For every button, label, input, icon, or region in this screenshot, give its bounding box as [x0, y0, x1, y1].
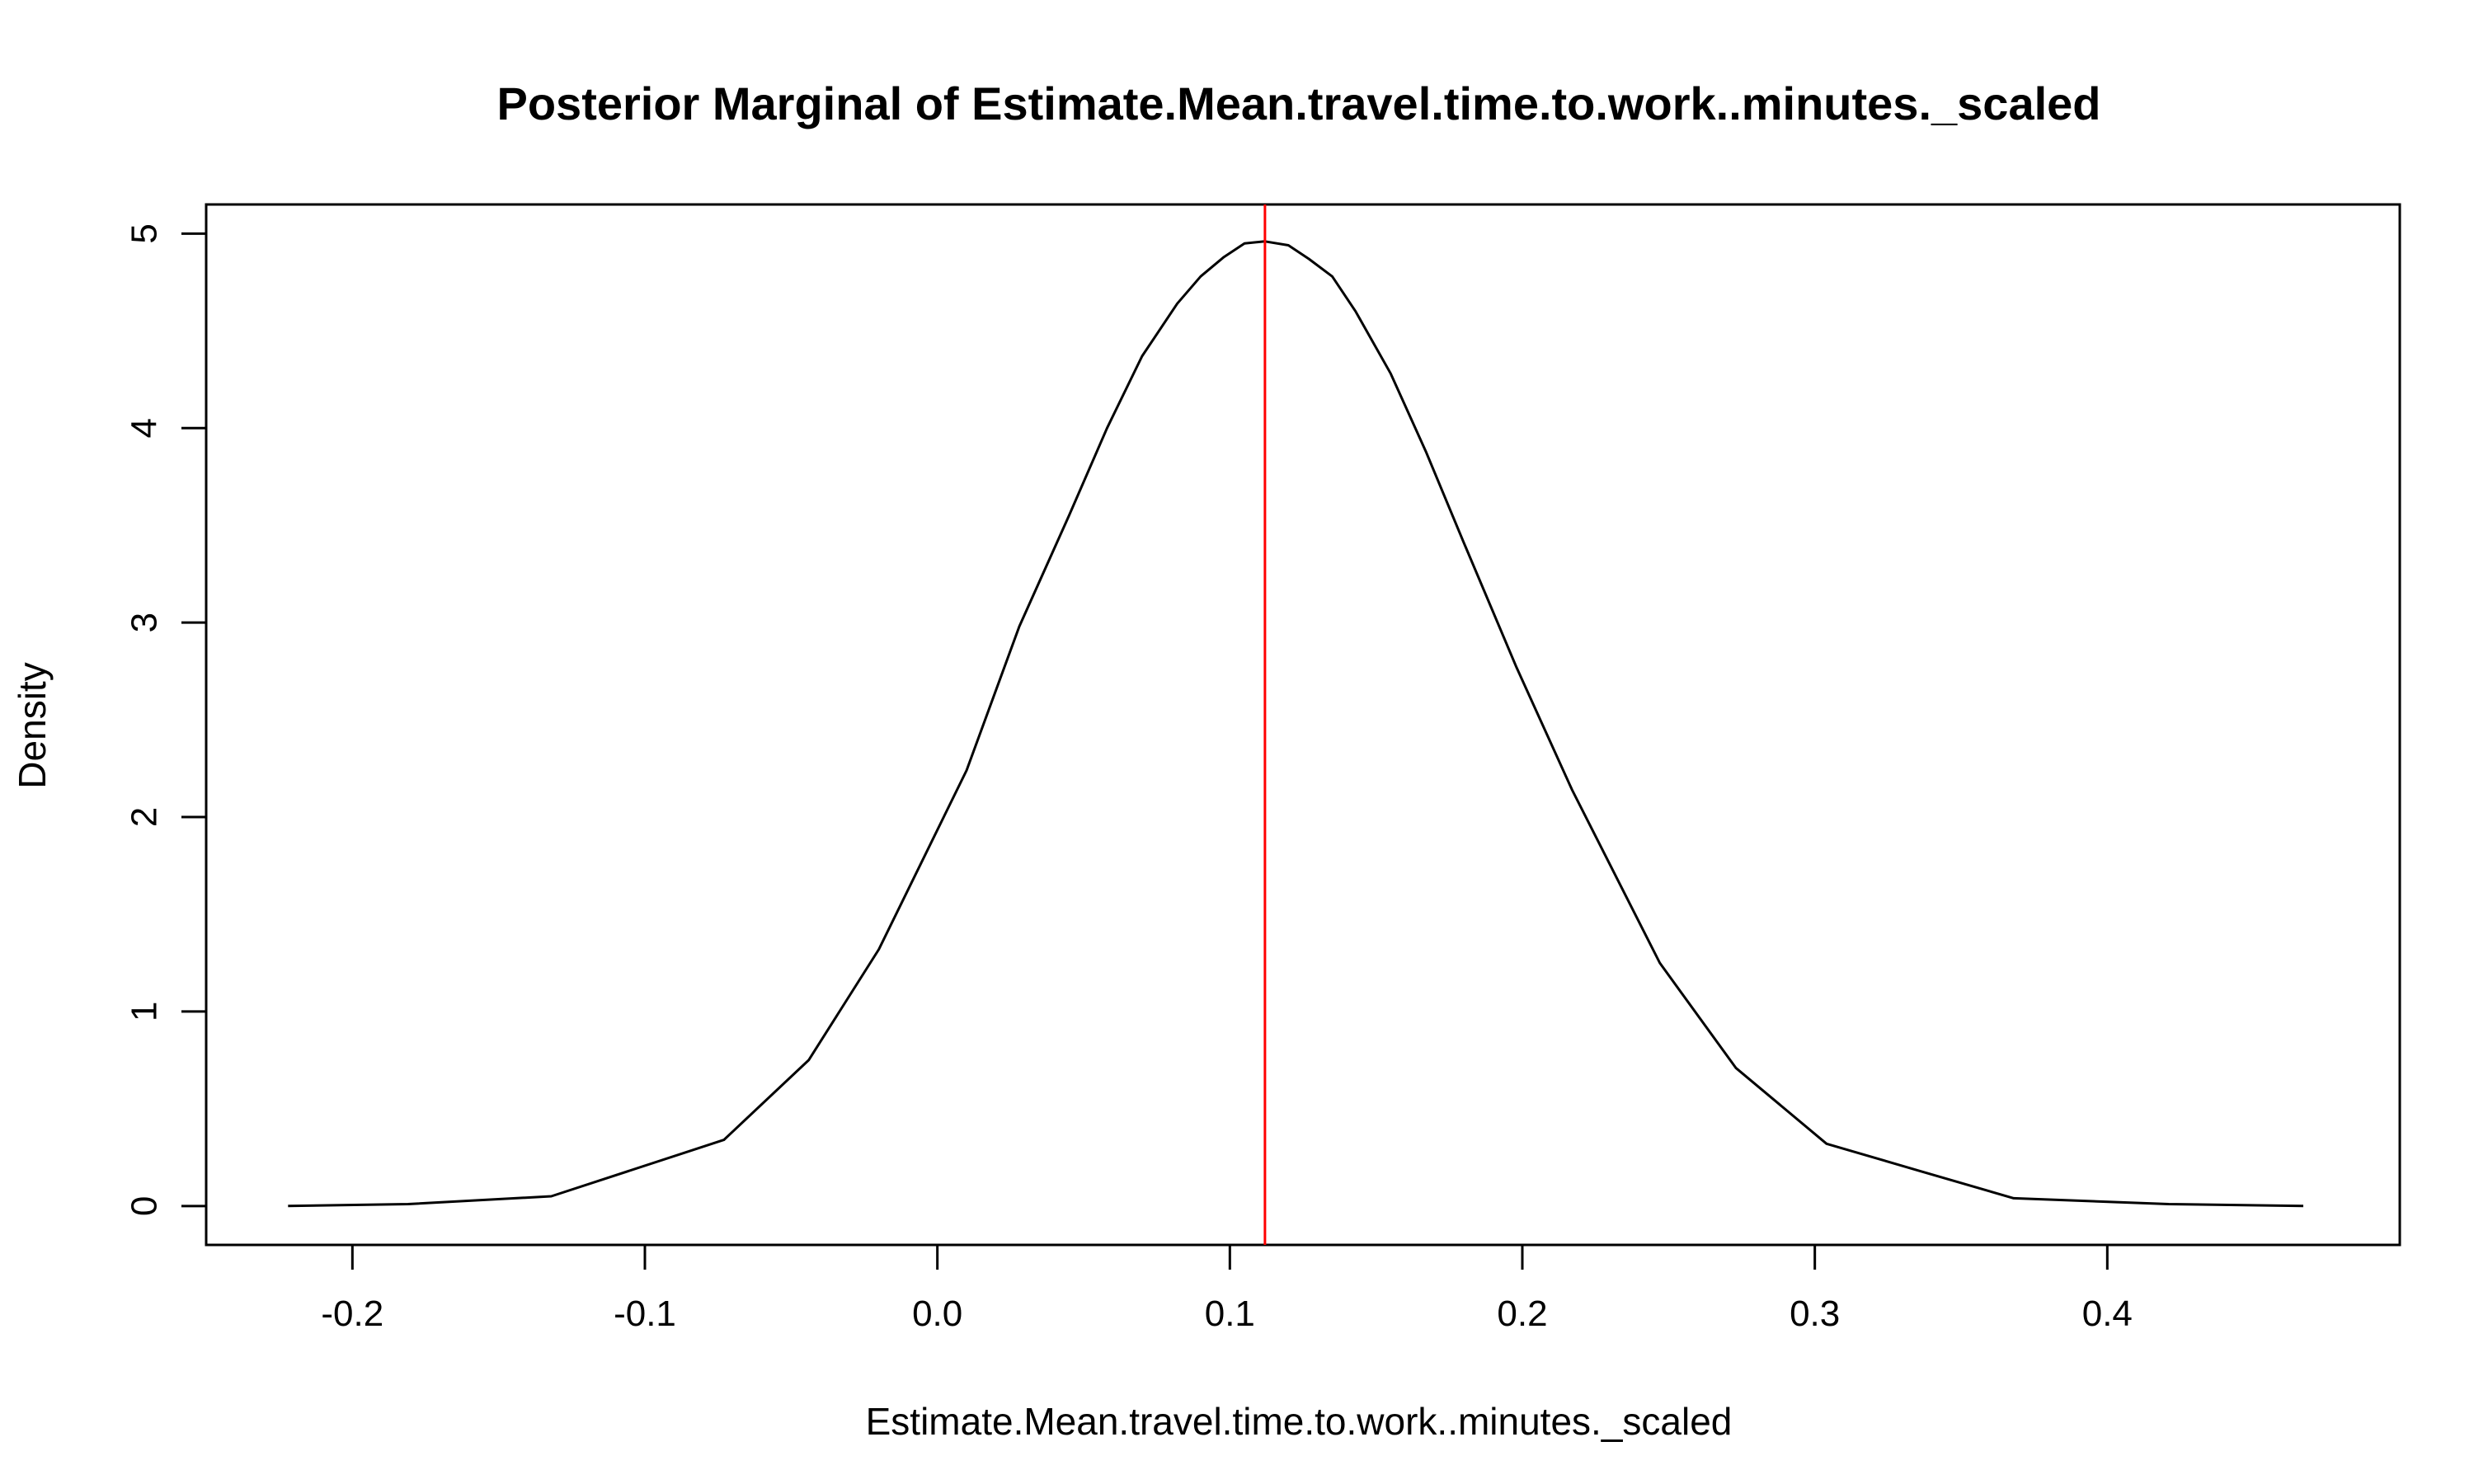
x-tick-label: 0.1 [1205, 1294, 1255, 1334]
y-tick-label: 5 [125, 223, 165, 243]
x-tick-label: 0.2 [1497, 1294, 1547, 1334]
x-tick-label: 0.3 [1790, 1294, 1840, 1334]
y-tick-label: 4 [125, 418, 165, 438]
y-tick-label: 1 [125, 1002, 165, 1021]
y-tick-label: 0 [125, 1196, 165, 1216]
plot-frame [205, 203, 2401, 1247]
x-tick-label: -0.2 [321, 1294, 383, 1334]
y-tick-label: 3 [125, 613, 165, 632]
y-axis-label: Density [11, 662, 54, 788]
y-axis: 0 1 2 3 4 5 [125, 223, 208, 1216]
x-axis-label: Estimate.Mean.travel.time.to.work..minut… [866, 1400, 1733, 1443]
x-tick-label: -0.1 [614, 1294, 676, 1334]
y-tick-label: 2 [125, 807, 165, 827]
density-curve [288, 240, 2304, 1208]
x-tick-label: 0.0 [912, 1294, 962, 1334]
x-tick-label: 0.4 [2082, 1294, 2133, 1334]
chart-title: Posterior Marginal of Estimate.Mean.trav… [496, 77, 2100, 129]
x-axis: -0.2 -0.1 0.0 0.1 0.2 0.3 0.4 [321, 1243, 2133, 1334]
